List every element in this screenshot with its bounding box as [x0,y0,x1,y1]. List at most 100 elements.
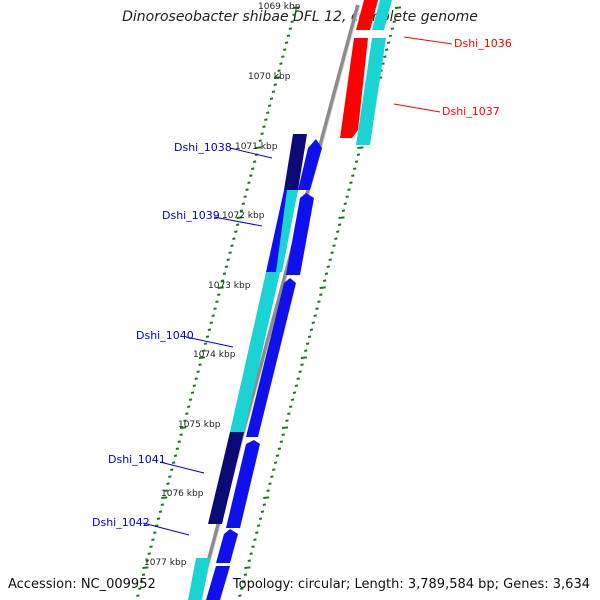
scale-tick-right [341,209,346,212]
scale-tick-left [266,111,270,114]
scale-tick-left [205,335,210,338]
gene-dshi-1038-inner[interactable] [298,139,322,190]
scale-tick-right [263,496,270,499]
scale-tick-left [247,181,251,184]
scale-tick-right [388,34,393,37]
scale-tick-left [220,279,225,282]
scale-tick-right [238,594,242,597]
scale-tick-left [224,265,229,268]
gene-label-dshi-1041[interactable]: Dshi_1041 [108,453,166,466]
scale-tick-left [249,174,253,177]
scale-tick-right [258,517,263,520]
genome-title: Dinoroseobacter shibae DFL 12, complete … [122,9,478,25]
gene-dshi-1042-outer[interactable] [188,558,210,600]
gene-label-dshi-1037[interactable]: Dshi_1037 [442,105,500,118]
scale-tick-right [304,349,308,352]
scale-tick-right [345,195,349,198]
scale-tick-left [177,440,181,443]
scale-tick-left [271,90,276,93]
scale-tick-left [290,20,294,23]
scale-tick-left [179,433,183,436]
scale-tick-left [264,118,268,121]
scale-tick-right [324,272,329,275]
scale-tick-right [317,300,321,303]
scale-tick-right [338,216,345,219]
scale-tick-right [349,181,353,184]
scale-tick-right [336,230,340,233]
gene-dshi-1038-outer[interactable] [284,134,307,190]
scale-tick-right [253,538,257,541]
scale-tick-left [209,321,213,324]
scale-tick-left [267,104,272,107]
scale-tick-right [385,48,389,51]
gene-label-dshi-1039[interactable]: Dshi_1039 [162,209,220,222]
gene-dshi-1040-inner[interactable] [246,278,296,437]
kbp-label: 1077 kbp [144,558,187,568]
gene-dshi-1036-arrow[interactable] [372,0,392,30]
kbp-label: 1076 kbp [161,489,204,499]
scale-tick-right [270,475,274,478]
scale-tick-left [273,83,277,86]
scale-tick-left [228,251,232,254]
gene-dshi-1040-outer[interactable] [230,272,280,432]
gene-dshi-1042-inner[interactable] [216,529,238,563]
scale-tick-left [251,167,255,170]
scale-tick-left [173,454,178,457]
scale-tick-left [243,195,247,198]
gene-label-dshi-1038[interactable]: Dshi_1038 [174,141,232,154]
scale-tick-left [288,27,293,30]
scale-tick-left [141,573,146,576]
gene-label-dshi-1042[interactable]: Dshi_1042 [92,516,150,529]
scale-tick-right [328,258,332,261]
scale-tick-left [202,349,206,352]
scale-tick-left [283,48,287,51]
gene-dshi-1039-cyan[interactable] [276,190,298,272]
kbp-labels: 1069 kbp 1070 kbp 1071 kbp 1072 kbp 1073 kbp… [144,2,301,568]
scale-tick-right [298,370,302,373]
kbp-label: 1073 kbp [208,281,251,291]
scale-tick-left [274,76,281,79]
accession-text: Accession: NC_009952 [8,577,156,592]
scale-tick-right [347,188,351,191]
scale-tick-right [281,433,285,436]
gene-dshi-1036-fill[interactable] [356,0,378,30]
scale-tick-left [213,307,217,310]
scale-tick-right [273,461,278,464]
scale-tick-right [292,391,297,394]
scale-tick-left [142,566,149,569]
gene-label-dshi-1036[interactable]: Dshi_1036 [454,37,512,50]
gene-dshi-1041-inner[interactable] [226,440,260,528]
scale-tick-right [334,237,338,240]
scale-tick-left [286,34,291,37]
scale-tick-left [190,391,195,394]
scale-tick-left [196,370,200,373]
gene-dshi-1037[interactable] [340,38,368,138]
scale-tick-left [158,510,163,513]
scale-tick-left [160,503,165,506]
scale-tick-left [183,419,187,422]
scale-tick-left [187,405,191,408]
scale-tick-left [166,482,170,485]
scale-tick-right [285,419,289,422]
gene-dshi-1041-outer[interactable] [208,432,244,524]
kbp-label: 1072 kbp [222,211,265,221]
scale-tick-left [222,272,227,275]
gene-bottom-inner[interactable] [206,566,230,600]
gene-dshi-1039-inner[interactable] [286,193,314,275]
scale-tick-left [192,384,197,387]
scale-tick-left [234,230,238,233]
scale-tick-left [145,559,149,562]
scale-tick-right [290,398,295,401]
scale-tick-right [319,293,323,296]
scale-tick-right [241,580,246,583]
scale-tick-right [266,489,270,492]
scale-ticks-left [136,6,300,597]
scale-tick-left [198,356,205,359]
scale-tick-left [235,223,240,226]
gene-dshi-1037-cyan[interactable] [356,38,386,145]
scale-tick-right [255,531,259,534]
scale-tick-left [161,496,168,499]
scale-tick-right [294,384,299,387]
gene-label-dshi-1040[interactable]: Dshi_1040 [136,329,194,342]
